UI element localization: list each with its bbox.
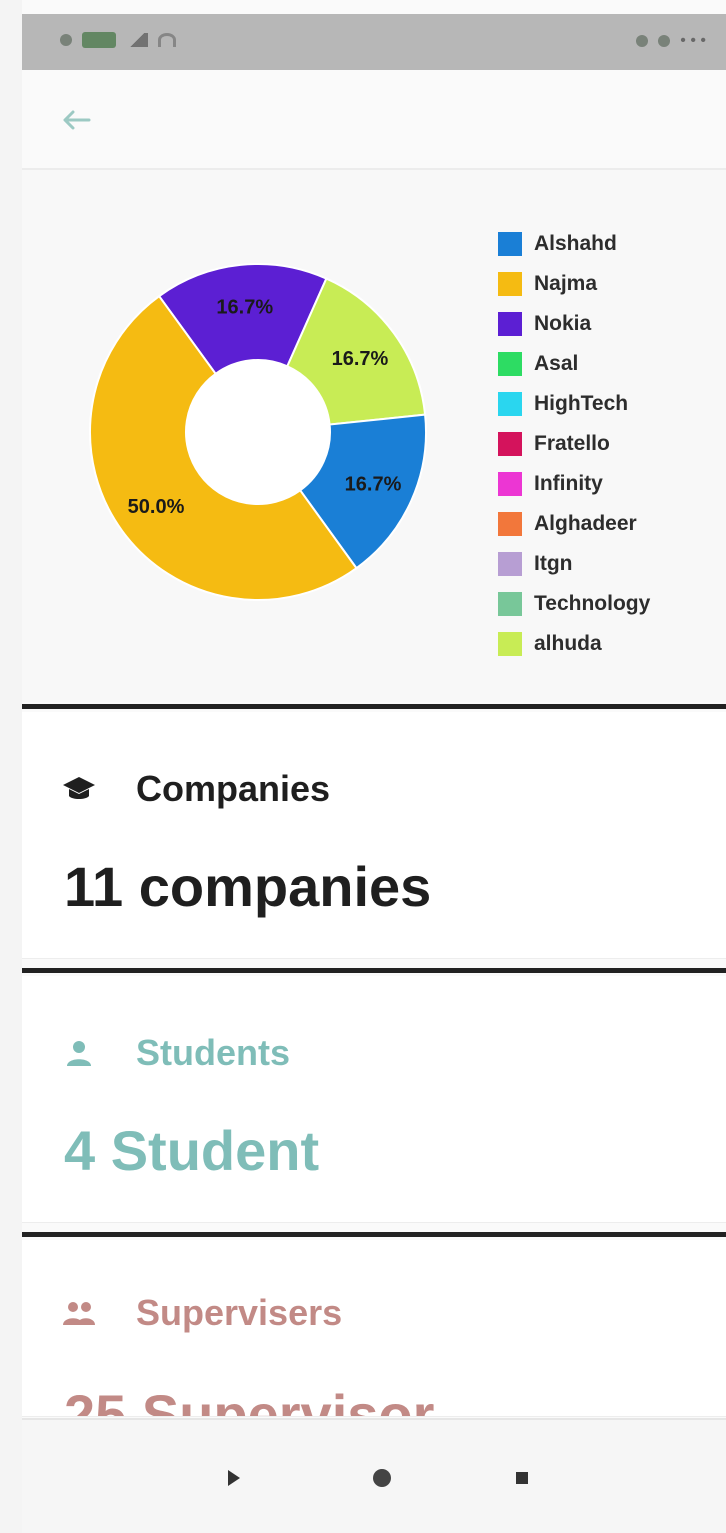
legend-swatch-fratello bbox=[498, 432, 522, 456]
legend-swatch-alshahd bbox=[498, 232, 522, 256]
legend-item-fratello: Fratello bbox=[498, 424, 726, 464]
status-bar-right: • • • bbox=[636, 32, 706, 50]
status-time: • • • bbox=[680, 32, 706, 49]
chart-legend: Alshahd Najma Nokia Asal HighTech Fratello Inf… bbox=[498, 224, 726, 664]
status-indicator-icon bbox=[636, 35, 649, 47]
legend-label-nokia: Nokia bbox=[534, 312, 592, 335]
legend-label-technology: Technology bbox=[534, 592, 651, 615]
students-value: 4 Student bbox=[64, 1119, 320, 1182]
notification-dot-icon bbox=[60, 34, 72, 46]
supervisers-card[interactable]: Supervisers 25 Supervisor bbox=[22, 1240, 726, 1417]
legend-label-najma: Najma bbox=[534, 272, 598, 295]
legend-swatch-technology bbox=[498, 592, 522, 616]
nav-back-button[interactable] bbox=[214, 1458, 254, 1498]
legend-item-alghadeer: Alghadeer bbox=[498, 504, 726, 544]
slice-label-alshahd: 16.7% bbox=[345, 473, 402, 495]
legend-item-nokia: Nokia bbox=[498, 304, 726, 344]
legend-swatch-itgn bbox=[498, 552, 522, 576]
status-bar: • • • bbox=[22, 14, 726, 70]
legend-swatch-alghadeer bbox=[498, 512, 522, 536]
legend-item-najma: Najma bbox=[498, 264, 726, 304]
graduation-cap-icon bbox=[62, 772, 96, 806]
legend-swatch-najma bbox=[498, 272, 522, 296]
legend-item-infinity: Infinity bbox=[498, 464, 726, 504]
legend-label-alhuda: alhuda bbox=[534, 632, 602, 655]
legend-label-fratello: Fratello bbox=[534, 432, 610, 455]
legend-swatch-infinity bbox=[498, 472, 522, 496]
nav-home-icon bbox=[373, 1469, 391, 1487]
legend-swatch-nokia bbox=[498, 312, 522, 336]
status-bar-left bbox=[60, 32, 176, 48]
legend-item-asal: Asal bbox=[498, 344, 726, 384]
nav-recents-icon bbox=[516, 1472, 528, 1484]
legend-label-infinity: Infinity bbox=[534, 472, 603, 495]
arrow-left-icon bbox=[63, 110, 91, 130]
students-card[interactable]: Students 4 Student bbox=[22, 976, 726, 1223]
slice-label-alhuda: 16.7% bbox=[332, 348, 389, 370]
companies-card[interactable]: Companies 11 companies bbox=[22, 712, 726, 959]
companies-title: Companies bbox=[136, 768, 331, 809]
battery-icon bbox=[82, 32, 116, 48]
system-nav-bar bbox=[22, 1418, 726, 1533]
legend-label-itgn: Itgn bbox=[534, 552, 573, 575]
person-icon bbox=[62, 1036, 96, 1070]
supervisers-value: 25 Supervisor bbox=[64, 1383, 435, 1417]
legend-item-alshahd: Alshahd bbox=[498, 224, 726, 264]
legend-item-hightech: HighTech bbox=[498, 384, 726, 424]
people-icon bbox=[62, 1296, 96, 1330]
legend-swatch-alhuda bbox=[498, 632, 522, 656]
slice-label-nokia: 16.7% bbox=[216, 297, 273, 319]
supervisers-title: Supervisers bbox=[136, 1292, 343, 1333]
legend-label-alshahd: Alshahd bbox=[534, 232, 617, 255]
supervisers-header: Supervisers bbox=[62, 1292, 342, 1334]
nav-recents-button[interactable] bbox=[502, 1458, 542, 1498]
phone-screen: • • • 16.7% 16.7% 16.7% 50.0% Alshahd Najma N… bbox=[22, 0, 726, 1533]
donut-chart: 16.7% 16.7% 16.7% 50.0% bbox=[89, 263, 427, 601]
legend-label-asal: Asal bbox=[534, 352, 579, 375]
donut-hole bbox=[186, 360, 330, 504]
legend-label-hightech: HighTech bbox=[534, 392, 629, 415]
legend-item-alhuda: alhuda bbox=[498, 624, 726, 664]
legend-item-technology: Technology bbox=[498, 584, 726, 624]
signal-icon bbox=[126, 33, 148, 47]
legend-swatch-hightech bbox=[498, 392, 522, 416]
wifi-icon bbox=[158, 33, 176, 47]
divider-2 bbox=[22, 968, 726, 973]
companies-value: 11 companies bbox=[64, 855, 432, 918]
students-header: Students bbox=[62, 1032, 290, 1074]
legend-label-alghadeer: Alghadeer bbox=[534, 512, 637, 535]
companies-header: Companies bbox=[62, 768, 330, 810]
pie-chart-card: 16.7% 16.7% 16.7% 50.0% Alshahd Najma Nokia As… bbox=[22, 170, 726, 702]
slice-label-najma: 50.0% bbox=[128, 496, 185, 518]
divider-3 bbox=[22, 1232, 726, 1237]
nav-home-button[interactable] bbox=[362, 1458, 402, 1498]
nav-back-icon bbox=[228, 1470, 240, 1486]
app-bar bbox=[22, 70, 726, 170]
back-button[interactable] bbox=[56, 100, 96, 140]
divider-1 bbox=[22, 704, 726, 709]
legend-swatch-asal bbox=[498, 352, 522, 376]
students-title: Students bbox=[136, 1032, 291, 1073]
legend-item-itgn: Itgn bbox=[498, 544, 726, 584]
status-indicator-icon-2 bbox=[658, 35, 671, 47]
